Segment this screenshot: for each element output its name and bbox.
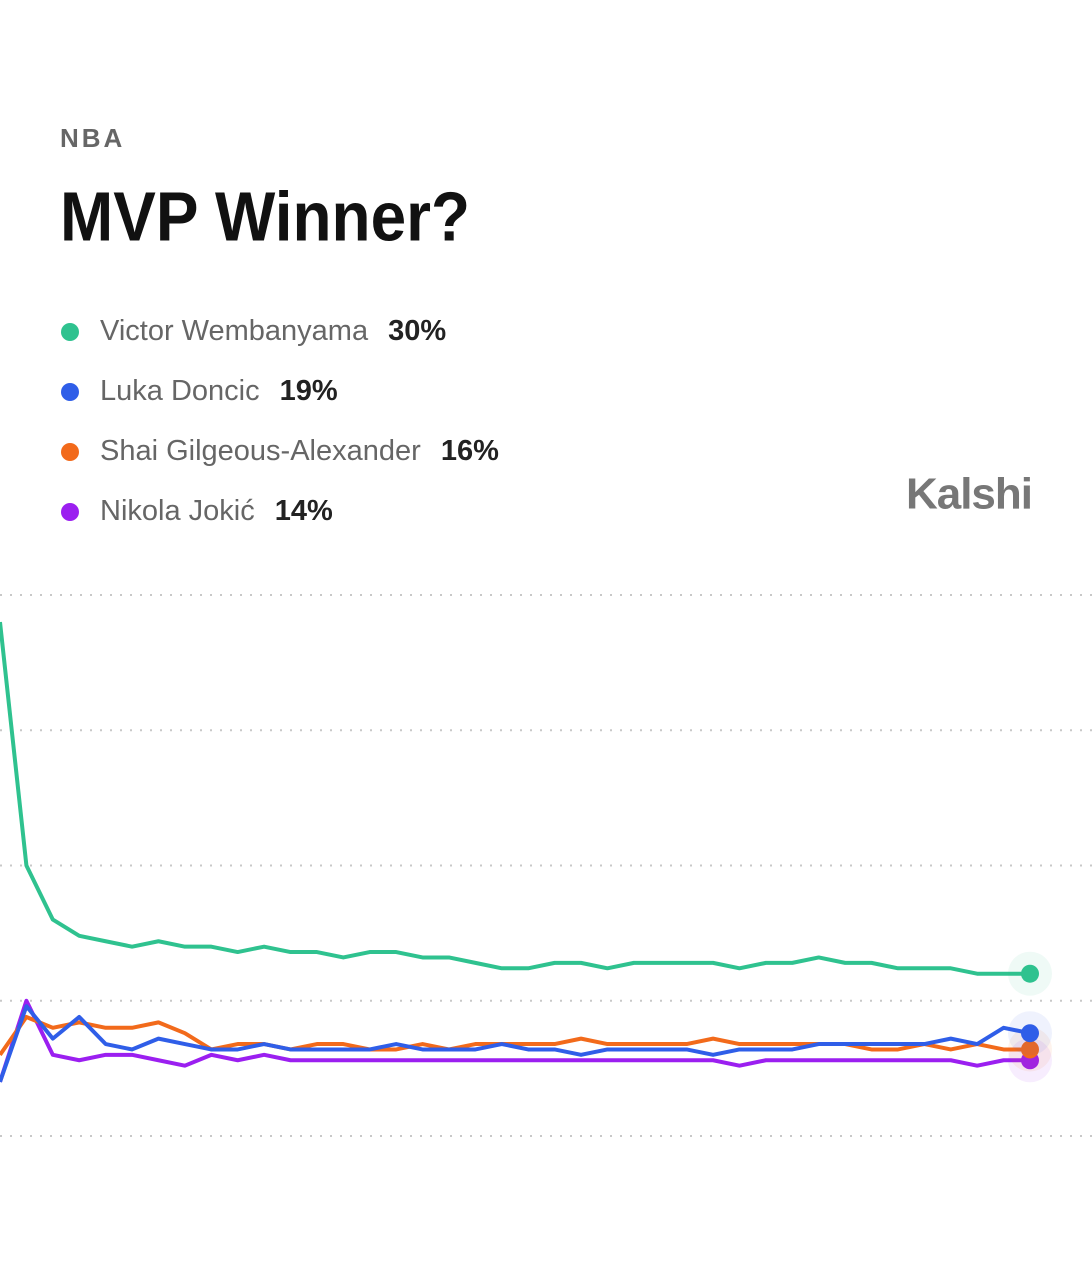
legend-marker <box>61 383 79 401</box>
legend-marker <box>61 323 79 341</box>
legend-name: Nikola Jokić <box>100 495 255 527</box>
legend-value: 19% <box>280 375 338 407</box>
series-line <box>0 1014 1030 1056</box>
legend-entry: Nikola Jokić 14% <box>100 495 333 527</box>
subtitle: NBA <box>60 123 125 153</box>
end-point <box>1021 964 1039 983</box>
brand: Kalshi <box>906 470 1032 519</box>
legend-name: Victor Wembanyama <box>100 315 369 347</box>
series-line <box>0 998 1030 1083</box>
legend-entry: Luka Doncic 19% <box>100 375 338 407</box>
legend-entry: Shai Gilgeous-Alexander 16% <box>100 435 499 467</box>
legend-value: 16% <box>441 435 499 467</box>
legend-value: 14% <box>275 495 333 527</box>
legend-marker <box>61 503 79 521</box>
end-point <box>1021 1024 1039 1043</box>
end-point <box>1021 1040 1039 1059</box>
legend-value: 30% <box>388 315 446 347</box>
legend-marker <box>61 443 79 461</box>
legend-name: Luka Doncic <box>100 375 260 407</box>
series-line <box>0 621 1030 976</box>
legend-name: Shai Gilgeous-Alexander <box>100 435 421 467</box>
series-line <box>0 1004 1031 1083</box>
legend-entry: Victor Wembanyama 30% <box>100 315 446 347</box>
chart-title: MVP Winner? <box>60 177 470 255</box>
